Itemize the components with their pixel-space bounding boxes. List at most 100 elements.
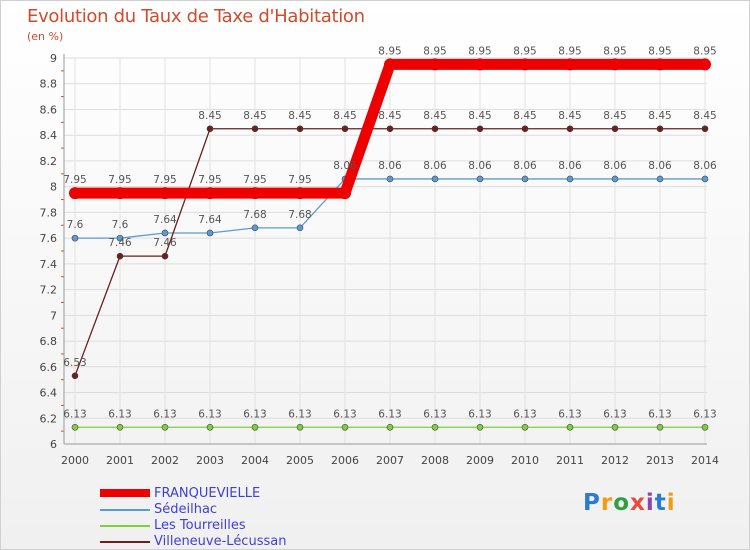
chart-title: Evolution du Taux de Taxe d'Habitation xyxy=(27,6,365,27)
data-label-les-tourreilles: 6.13 xyxy=(333,408,356,420)
data-label-les-tourreilles: 6.13 xyxy=(198,408,221,420)
data-label-franquevielle: 7.95 xyxy=(63,174,86,186)
data-point-les-tourreilles xyxy=(521,423,529,431)
x-tick-label: 2004 xyxy=(241,454,269,467)
line-chart: 6 6.2 6.4 6.6 6.8 7 7.2 7.4 7.6 7.8 8 8.2 8.4 8.6 8.8 9… xyxy=(40,45,720,467)
data-point-villeneuve-lecussan xyxy=(431,125,439,133)
x-tick-label: 2008 xyxy=(421,454,449,467)
data-label-villeneuve-lecussan: 8.45 xyxy=(423,110,446,122)
data-label-franquevielle: 8.95 xyxy=(648,45,671,57)
data-label-franquevielle: 8.95 xyxy=(693,45,716,57)
data-point-villeneuve-lecussan xyxy=(521,125,529,133)
data-label-franquevielle: 8.95 xyxy=(378,45,401,57)
data-label-sedeilhac: 8.06 xyxy=(423,160,447,172)
data-point-villeneuve-lecussan xyxy=(296,125,304,133)
data-point-villeneuve-lecussan xyxy=(386,125,394,133)
data-label-villeneuve-lecussan: 8.45 xyxy=(603,110,626,122)
y-tick-label: 6.8 xyxy=(40,335,58,348)
data-label-les-tourreilles: 6.13 xyxy=(648,408,671,420)
data-point-franquevielle xyxy=(384,58,396,71)
data-point-les-tourreilles xyxy=(611,423,619,431)
data-point-villeneuve-lecussan xyxy=(161,252,169,260)
data-point-sedeilhac xyxy=(296,224,304,232)
data-point-villeneuve-lecussan xyxy=(611,125,619,133)
data-label-franquevielle: 8.95 xyxy=(603,45,626,57)
data-point-sedeilhac xyxy=(116,234,124,242)
data-point-sedeilhac xyxy=(431,175,439,183)
legend-label: Villeneuve-Lécussan xyxy=(154,534,287,549)
data-point-villeneuve-lecussan xyxy=(251,125,259,133)
data-point-sedeilhac xyxy=(251,224,259,232)
data-label-villeneuve-lecussan: 8.45 xyxy=(198,110,221,122)
data-label-sedeilhac: 7.68 xyxy=(243,209,266,221)
x-tick-label: 2003 xyxy=(196,454,224,467)
data-point-les-tourreilles xyxy=(386,423,394,431)
data-point-franquevielle xyxy=(564,58,576,71)
y-tick-label: 8.4 xyxy=(40,129,58,142)
data-point-villeneuve-lecussan xyxy=(566,125,574,133)
y-tick-label: 7 xyxy=(50,309,57,322)
legend-swatch xyxy=(100,509,150,511)
data-label-sedeilhac: 7.6 xyxy=(67,219,84,231)
x-tick-label: 2000 xyxy=(61,454,89,467)
y-tick-label: 6 xyxy=(50,438,57,451)
data-point-franquevielle xyxy=(204,187,216,200)
data-label-les-tourreilles: 6.13 xyxy=(513,408,536,420)
data-label-les-tourreilles: 6.13 xyxy=(243,408,266,420)
chart-subtitle: (en %) xyxy=(27,30,64,43)
logo-letter: i xyxy=(666,490,676,516)
data-label-franquevielle: 8.95 xyxy=(513,45,536,57)
data-label-franquevielle: 8.95 xyxy=(468,45,491,57)
legend-swatch xyxy=(100,541,150,543)
data-point-franquevielle xyxy=(429,58,441,71)
data-label-franquevielle: 7.95 xyxy=(153,174,176,186)
x-tick-label: 2012 xyxy=(601,454,629,467)
y-tick-label: 8.6 xyxy=(40,103,58,116)
data-point-villeneuve-lecussan xyxy=(116,252,124,260)
data-label-les-tourreilles: 6.13 xyxy=(108,408,131,420)
data-label-villeneuve-lecussan: 8.45 xyxy=(243,110,266,122)
data-point-villeneuve-lecussan xyxy=(701,125,709,133)
x-tick-label: 2005 xyxy=(286,454,314,467)
data-point-les-tourreilles xyxy=(161,423,169,431)
data-label-villeneuve-lecussan: 7.46 xyxy=(108,237,132,249)
data-label-villeneuve-lecussan: 8.45 xyxy=(648,110,671,122)
data-label-franquevielle: 7.95 xyxy=(288,174,311,186)
data-point-les-tourreilles xyxy=(251,423,259,431)
logo-letter: x xyxy=(630,490,646,516)
logo-letter: r xyxy=(600,490,614,516)
data-label-sedeilhac: 8.06 xyxy=(648,160,672,172)
data-point-sedeilhac xyxy=(476,175,484,183)
data-point-franquevielle xyxy=(114,187,126,200)
data-point-les-tourreilles xyxy=(656,423,664,431)
data-point-sedeilhac xyxy=(161,229,169,237)
data-point-les-tourreilles xyxy=(431,423,439,431)
data-label-sedeilhac: 8.06 xyxy=(378,160,402,172)
data-point-franquevielle xyxy=(249,187,261,200)
data-point-villeneuve-lecussan xyxy=(341,125,349,133)
x-tick-label: 2011 xyxy=(556,454,584,467)
data-point-franquevielle xyxy=(654,58,666,71)
data-label-sedeilhac: 8.06 xyxy=(558,160,582,172)
x-tick-label: 2014 xyxy=(691,454,719,467)
data-point-les-tourreilles xyxy=(116,423,124,431)
data-point-sedeilhac xyxy=(701,175,709,183)
data-label-sedeilhac: 7.64 xyxy=(153,214,177,226)
data-label-sedeilhac: 7.68 xyxy=(288,209,311,221)
data-point-villeneuve-lecussan xyxy=(656,125,664,133)
y-tick-label: 7.2 xyxy=(40,284,58,297)
data-label-villeneuve-lecussan: 8.45 xyxy=(693,110,716,122)
legend-swatch xyxy=(100,489,150,497)
legend-label: Les Tourreilles xyxy=(154,518,246,533)
logo-letter: i xyxy=(645,490,655,516)
data-label-villeneuve-lecussan: 8.45 xyxy=(378,110,401,122)
data-label-villeneuve-lecussan: 8.45 xyxy=(288,110,311,122)
data-point-villeneuve-lecussan xyxy=(476,125,484,133)
legend-swatch xyxy=(100,525,150,527)
data-label-les-tourreilles: 6.13 xyxy=(423,408,446,420)
logo-letter: o xyxy=(613,490,631,516)
y-tick-label: 7.8 xyxy=(40,206,58,219)
x-tick-label: 2001 xyxy=(106,454,134,467)
y-tick-label: 6.6 xyxy=(40,361,58,374)
proxiti-logo: Proxiti xyxy=(583,490,676,516)
